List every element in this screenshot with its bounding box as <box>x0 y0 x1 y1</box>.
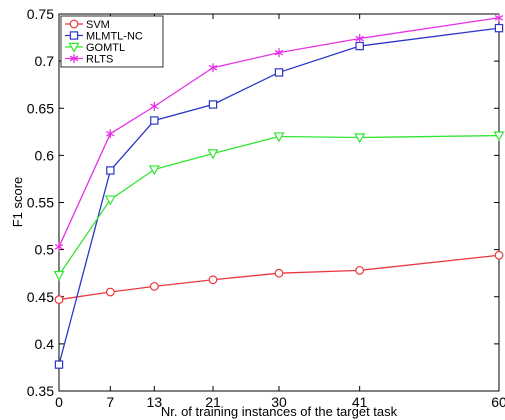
data-point <box>105 287 115 297</box>
y-axis-label: F1 score <box>10 177 25 228</box>
y-tick-label: 0.65 <box>27 100 54 116</box>
data-point <box>54 360 64 369</box>
data-point <box>355 34 364 44</box>
data-point <box>106 166 115 175</box>
data-point <box>355 41 364 51</box>
axis-ticks: 0.35 0.4 0.45 0.5 0.55 0.6 0.65 0.7 0.75 0 7 13 21 30… <box>27 6 505 410</box>
data-point <box>273 132 285 143</box>
data-point <box>150 101 159 111</box>
y-tick-label: 0.7 <box>35 53 55 69</box>
x-tick-label: 41 <box>352 394 368 410</box>
data-point <box>274 268 284 278</box>
legend-label: RLTS <box>86 54 113 66</box>
x-tick-label: 13 <box>147 394 163 410</box>
data-point <box>149 281 159 291</box>
data-point <box>494 250 504 260</box>
data-point <box>274 68 284 77</box>
data-point <box>494 23 504 33</box>
data-point <box>494 13 504 23</box>
y-tick-label: 0.35 <box>27 383 54 399</box>
series-markers <box>53 13 505 369</box>
data-point <box>208 275 218 285</box>
data-point <box>208 63 218 73</box>
data-point <box>54 295 64 304</box>
y-tick-label: 0.5 <box>35 242 55 258</box>
legend-label: GOMTL <box>86 42 125 54</box>
x-axis-label: Nr. of training instances of the target … <box>161 404 398 419</box>
data-point <box>69 31 79 40</box>
y-tick-label: 0.75 <box>27 6 54 22</box>
data-point <box>493 131 505 142</box>
x-tick-label: 30 <box>271 394 287 410</box>
data-point <box>104 195 116 206</box>
data-point <box>69 19 79 29</box>
data-point <box>106 129 115 139</box>
y-tick-label: 0.4 <box>35 336 55 352</box>
data-point <box>68 42 80 53</box>
plot-area <box>58 13 500 392</box>
x-tick-label: 0 <box>55 394 63 410</box>
y-tick-label: 0.45 <box>27 289 54 305</box>
data-point <box>208 100 218 109</box>
legend-label: MLMTL-NC <box>86 31 143 43</box>
data-point <box>54 242 64 252</box>
y-tick-label: 0.55 <box>27 195 54 211</box>
data-point <box>274 48 284 58</box>
data-point <box>207 149 219 160</box>
data-point <box>354 133 366 144</box>
data-point <box>355 265 365 275</box>
data-point <box>150 116 159 125</box>
y-tick-label: 0.6 <box>35 147 55 163</box>
x-tick-label: 7 <box>106 394 114 410</box>
data-point <box>53 270 65 281</box>
data-point <box>148 165 160 176</box>
x-tick-label: 60 <box>491 394 505 410</box>
x-tick-label: 21 <box>205 394 221 410</box>
data-point <box>69 54 79 63</box>
legend-label: SVM <box>86 19 110 31</box>
